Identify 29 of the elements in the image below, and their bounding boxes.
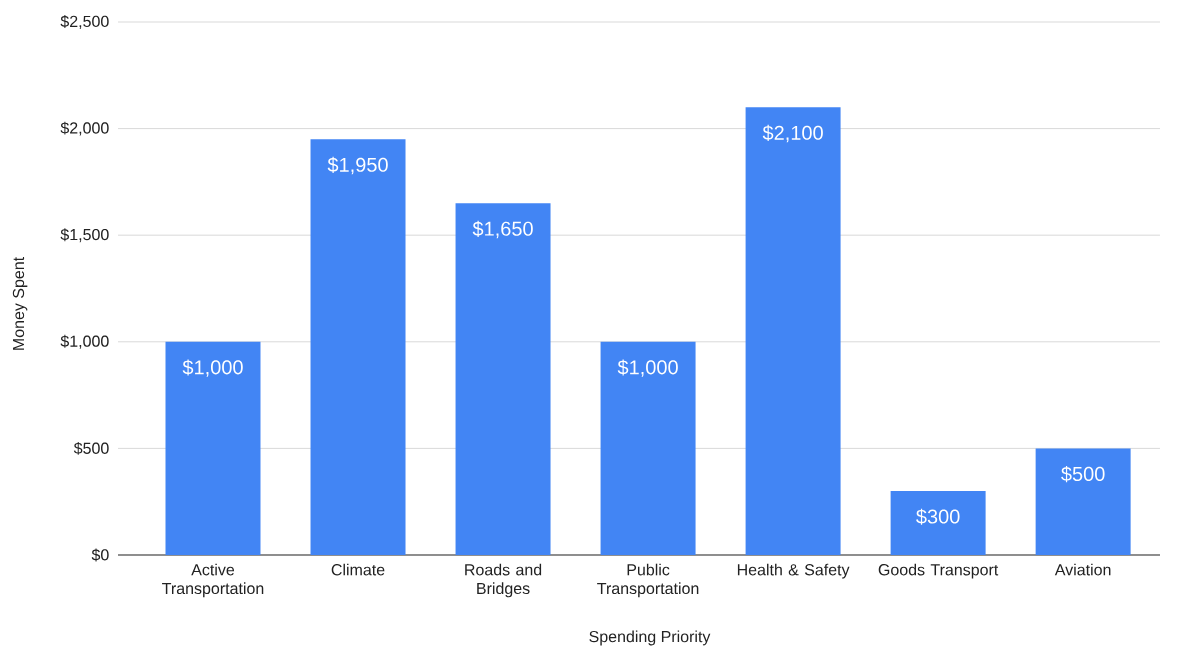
data-label: $2,100: [762, 124, 823, 143]
data-label: $1,650: [472, 220, 533, 239]
data-label: $300: [916, 508, 960, 525]
bar: [890, 491, 986, 555]
y-tick-label: $2,500: [60, 15, 109, 29]
x-tick-label: Health & Safety: [737, 563, 850, 579]
data-label: $1,000: [617, 359, 678, 377]
y-tick-label: $1,000: [60, 334, 109, 349]
bar: [310, 139, 406, 555]
x-tick-label: Aviation: [1054, 563, 1111, 576]
y-tick-label: $0: [91, 548, 109, 562]
y-tick-label: $500: [73, 441, 109, 455]
y-tick-label: $2,000: [60, 121, 109, 136]
x-tick-label: Goods Transport: [878, 563, 999, 579]
bar: [745, 107, 841, 555]
bar: [1035, 448, 1131, 555]
x-tick-label: Active Transportation: [162, 563, 264, 598]
x-tick-label: Roads and Bridges: [465, 563, 542, 598]
y-axis-title: Money Spent: [12, 257, 28, 350]
x-axis-title: Spending Priority: [589, 630, 711, 646]
x-tick-label: Climate: [331, 563, 385, 576]
data-label: $1,950: [327, 156, 388, 175]
bar: [600, 341, 696, 555]
x-tick-label: Public Transportation: [597, 563, 699, 598]
data-label: $500: [1061, 465, 1105, 483]
bar: [165, 341, 261, 555]
data-label: $1,000: [182, 359, 243, 377]
bar: [455, 203, 551, 555]
y-tick-label: $1,500: [60, 228, 109, 243]
